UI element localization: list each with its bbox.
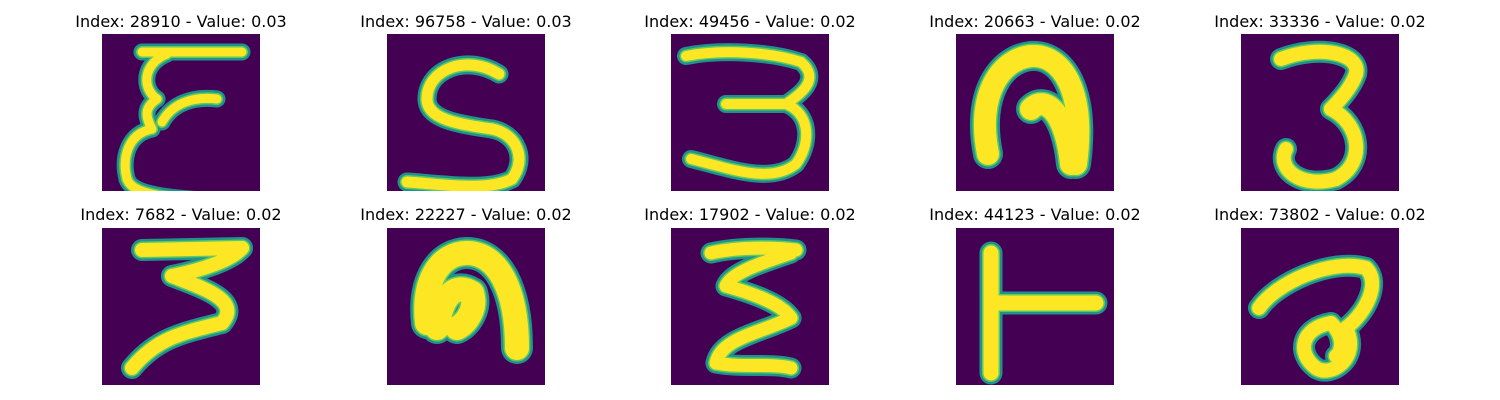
digit-5-like-icon — [387, 34, 545, 191]
panel-title: Index: 7682 - Value: 0.02 — [31, 203, 331, 227]
digit-3-icon — [102, 228, 260, 385]
panel-title: Index: 17902 - Value: 0.02 — [600, 203, 900, 227]
t-shape-icon — [956, 228, 1114, 385]
image-panel: Index: 73802 - Value: 0.02 — [1170, 194, 1470, 384]
glyph-stroke — [726, 286, 791, 318]
image-panel: Index: 44123 - Value: 0.02 — [885, 194, 1185, 384]
panel-title: Index: 33336 - Value: 0.02 — [1170, 10, 1470, 34]
panel-title: Index: 22227 - Value: 0.02 — [316, 203, 616, 227]
panel-title: Index: 28910 - Value: 0.03 — [31, 10, 331, 34]
image-panel: Index: 22227 - Value: 0.02 — [316, 194, 616, 384]
handwritten-glyph-image — [671, 34, 829, 191]
handwritten-glyph-image — [956, 228, 1114, 385]
glyph-stroke — [716, 363, 791, 368]
digit-3-mirrored-icon — [671, 228, 829, 385]
handwritten-glyph-image — [387, 228, 545, 385]
glyph-stroke — [172, 276, 227, 323]
handwritten-glyph-image — [671, 228, 829, 385]
image-panel: Index: 17902 - Value: 0.02 — [600, 194, 900, 384]
handwritten-glyph-image — [102, 228, 260, 385]
a-like-icon — [1241, 228, 1399, 385]
image-panel: Index: 33336 - Value: 0.02 — [1170, 0, 1470, 190]
glyph-stroke — [142, 248, 242, 250]
image-panel: Index: 20663 - Value: 0.02 — [885, 0, 1185, 190]
panel-title: Index: 49456 - Value: 0.02 — [600, 10, 900, 34]
digit-3-icon — [1241, 34, 1399, 191]
handwritten-glyph-image — [956, 34, 1114, 191]
handwritten-glyph-image — [1241, 228, 1399, 385]
panel-title: Index: 96758 - Value: 0.03 — [316, 10, 616, 34]
image-panel: Index: 96758 - Value: 0.03 — [316, 0, 616, 190]
image-panel: Index: 49456 - Value: 0.02 — [600, 0, 900, 190]
handwritten-glyph-image — [387, 34, 545, 191]
panel-title: Index: 73802 - Value: 0.02 — [1170, 203, 1470, 227]
digit-3-icon — [671, 34, 829, 191]
handwritten-glyph-image — [102, 34, 260, 191]
image-panel: Index: 7682 - Value: 0.02 — [31, 194, 331, 384]
image-panel: Index: 28910 - Value: 0.03 — [31, 0, 331, 190]
handwritten-glyph-image — [1241, 34, 1399, 191]
panel-title: Index: 44123 - Value: 0.02 — [885, 203, 1185, 227]
panel-title: Index: 20663 - Value: 0.02 — [885, 10, 1185, 34]
glyph-stroke — [427, 65, 499, 99]
arch-shape-icon — [387, 228, 545, 385]
arch-shape-icon — [956, 34, 1114, 191]
digit-3-mirrored-icon — [102, 34, 260, 191]
